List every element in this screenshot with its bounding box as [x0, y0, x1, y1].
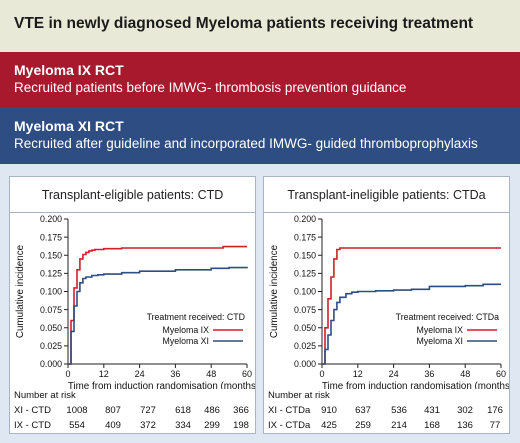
risk-table-label: Number at risk: [268, 390, 330, 401]
risk-row: XI - CTD 1008 807 727 618 486 366: [14, 405, 253, 417]
y-tick-label: 0.175: [294, 232, 316, 242]
risk-row-label: XI - CTD: [14, 405, 51, 416]
cumulative-incidence-chart: 0.000 0.025 0.050 0.075 0.100 0.125 0.150 0.175…: [15, 214, 255, 389]
risk-cell: 637: [355, 405, 371, 416]
x-tick-label: 12: [353, 369, 363, 379]
figure-title: VTE in newly diagnosed Myeloma patients …: [14, 15, 474, 32]
risk-cell: 486: [204, 405, 220, 416]
risk-cell: 409: [105, 420, 121, 431]
risk-cell: 536: [391, 405, 407, 416]
x-tick-label: 24: [135, 369, 145, 379]
cumulative-incidence-chart: 0.000 0.025 0.050 0.075 0.100 0.125 0.150 0.175…: [269, 214, 509, 389]
x-tick-label: 0: [65, 369, 70, 379]
risk-cell: 554: [69, 420, 85, 431]
risk-cell: 259: [355, 420, 371, 431]
risk-cell: 727: [140, 405, 156, 416]
risk-cell: 366: [233, 405, 249, 416]
myeloma-ix-description: Recruited patients before IMWG- thrombos…: [14, 80, 407, 95]
risk-row: IX - CTDa 425 259 214 168 136 77: [268, 420, 507, 432]
x-tick-label: 12: [99, 369, 109, 379]
risk-cell: 807: [105, 405, 121, 416]
x-tick-label: 36: [424, 369, 434, 379]
y-axis-label: Cumulative incidence: [269, 244, 280, 338]
risk-cell: 334: [175, 420, 191, 431]
y-tick-label: 0.200: [294, 214, 316, 224]
risk-cell: 214: [391, 420, 407, 431]
charts-area: Transplant-eligible patients: CTD 0.000 0…: [0, 164, 520, 443]
y-tick-label: 0.100: [40, 287, 62, 297]
myeloma-ix-banner: Myeloma IX RCT Recruited patients before…: [0, 52, 520, 107]
x-tick-label: 48: [460, 369, 470, 379]
y-tick-label: 0.150: [40, 250, 62, 260]
risk-cell: 431: [424, 405, 440, 416]
myeloma-ix-heading: Myeloma IX RCT: [14, 62, 124, 78]
x-tick-label: 48: [206, 369, 216, 379]
title-banner: VTE in newly diagnosed Myeloma patients …: [0, 0, 520, 52]
risk-row: IX - CTD 554 409 372 334 299 198: [14, 420, 253, 432]
risk-row-label: IX - CTDa: [268, 420, 311, 431]
myeloma-xi-heading: Myeloma XI RCT: [14, 118, 124, 134]
risk-cell: 77: [489, 420, 501, 431]
risk-row: XI - CTDa 910 637 536 431 302 176: [268, 405, 507, 417]
x-tick-label: 0: [319, 369, 324, 379]
risk-cell: 302: [457, 405, 473, 416]
risk-cell: 372: [140, 420, 156, 431]
myeloma-xi-banner: Myeloma XI RCT Recruited after guideline…: [0, 107, 520, 164]
legend-title: Treatment received: CTDa: [396, 312, 499, 322]
risk-cell: 910: [321, 405, 337, 416]
legend-entry-label: Myeloma IX: [417, 325, 464, 335]
panel-title: Transplant-ineligible patients: CTDa: [264, 177, 509, 213]
risk-cell: 299: [204, 420, 220, 431]
legend-entry-label: Myeloma XI: [417, 336, 463, 346]
series-line: [68, 245, 247, 365]
series-line: [322, 247, 501, 365]
risk-cell: 425: [321, 420, 337, 431]
x-axis-label: Time from induction randomisation (month…: [68, 381, 255, 389]
risk-cell: 168: [424, 420, 440, 431]
myeloma-xi-description: Recruited after guideline and incorporat…: [14, 136, 478, 151]
y-tick-label: 0.075: [40, 305, 62, 315]
y-tick-label: 0.125: [294, 269, 316, 279]
y-axis-label: Cumulative incidence: [15, 244, 26, 338]
risk-table-label: Number at risk: [14, 390, 76, 401]
risk-row-label: IX - CTD: [14, 420, 51, 431]
y-tick-label: 0.050: [294, 323, 316, 333]
risk-table: Number at risk XI - CTD 1008 807 727 618…: [14, 390, 253, 432]
risk-cell: 136: [457, 420, 473, 431]
risk-cell: 618: [175, 405, 191, 416]
y-tick-label: 0.000: [294, 359, 316, 369]
x-tick-label: 60: [496, 369, 506, 379]
legend-entry-label: Myeloma IX: [163, 325, 210, 335]
x-tick-label: 60: [242, 369, 252, 379]
y-tick-label: 0.125: [40, 269, 62, 279]
y-tick-label: 0.200: [40, 214, 62, 224]
risk-cell: 176: [487, 405, 503, 416]
risk-cell: 1008: [66, 405, 88, 416]
risk-cell: 198: [233, 420, 249, 431]
series-line: [68, 266, 248, 365]
panel-transplant-eligible: Transplant-eligible patients: CTD 0.000 0…: [9, 176, 256, 434]
y-tick-label: 0.075: [294, 305, 316, 315]
panel-title: Transplant-eligible patients: CTD: [10, 177, 255, 213]
y-tick-label: 0.000: [40, 359, 62, 369]
panel-transplant-ineligible: Transplant-ineligible patients: CTDa 0.0…: [263, 176, 510, 434]
y-tick-label: 0.150: [294, 250, 316, 260]
legend-title: Treatment received: CTD: [147, 312, 245, 322]
x-tick-label: 24: [389, 369, 399, 379]
x-axis-label: Time from induction randomisation (month…: [322, 381, 509, 389]
y-tick-label: 0.050: [40, 323, 62, 333]
x-tick-label: 36: [170, 369, 180, 379]
y-tick-label: 0.025: [294, 341, 316, 351]
legend-entry-label: Myeloma XI: [163, 336, 209, 346]
risk-table: Number at risk XI - CTDa 910 637 536 431…: [268, 390, 507, 432]
risk-row-label: XI - CTDa: [268, 405, 311, 416]
y-tick-label: 0.100: [294, 287, 316, 297]
y-tick-label: 0.175: [40, 232, 62, 242]
y-tick-label: 0.025: [40, 341, 62, 351]
series-line: [322, 283, 501, 365]
